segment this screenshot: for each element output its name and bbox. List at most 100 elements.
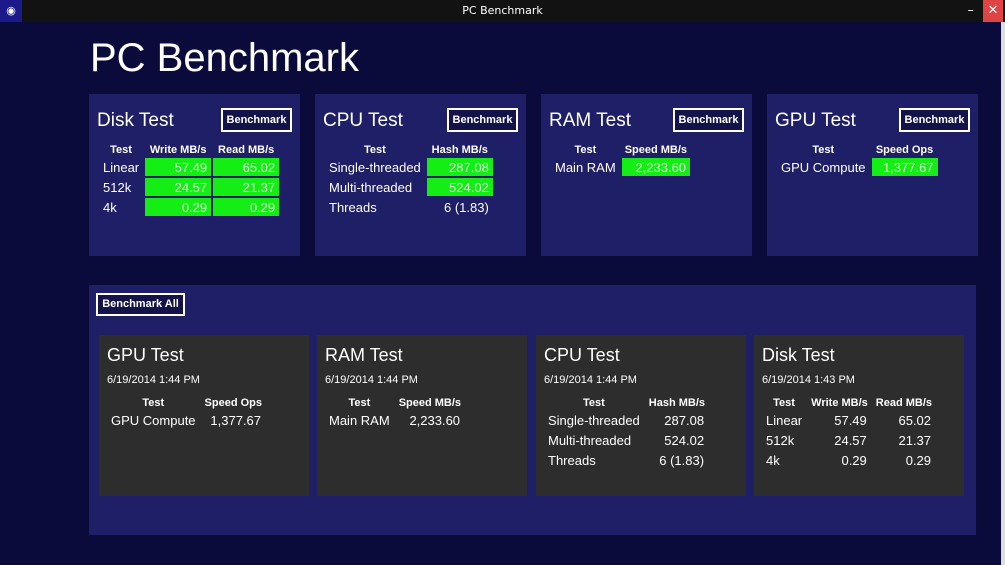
card-title: GPU Test [775,110,856,131]
table-row: 512k 24.57 21.37 [762,431,935,449]
column-header: Test [812,144,835,156]
results-table: Test Speed MB/s Main RAM 2,233.60 [549,142,692,178]
disk-test-result-card[interactable]: Disk Test 6/19/2014 1:43 PM Test Write MB… [754,335,964,496]
column-header: Hash MB/s [431,144,488,156]
test-name: 4k [766,452,780,468]
result-title: Disk Test [762,345,835,365]
result-date: 6/19/2014 1:44 PM [107,374,200,386]
table-row: Threads 6 (1.83) [544,451,708,469]
ram-test-card: RAM Test Benchmark Test Speed MB/s Main RA… [541,94,752,256]
test-value: 57.49 [834,412,867,428]
ram-test-benchmark-button[interactable]: Benchmark [673,108,744,132]
table-row: Main RAM 2,233.60 [325,411,464,429]
results-table: Test Speed Ops GPU Compute 1,377.67 [105,395,267,431]
table-row: Linear 57.49 65.02 [99,158,280,176]
eye-icon[interactable]: ◉ [0,0,22,22]
test-name: 512k [103,179,132,195]
test-name: Linear [766,412,803,428]
column-header: Write MB/s [149,144,207,156]
test-name: Linear [103,159,140,175]
test-value: 1,377.67 [210,412,262,428]
ram-test-result-card[interactable]: RAM Test 6/19/2014 1:44 PM Test Speed MB/… [317,335,527,496]
column-header: Test [110,144,132,156]
table-row: Single-threaded 287.08 [544,411,708,429]
history-panel: Benchmark All GPU Test 6/19/2014 1:44 PM… [89,285,976,535]
result-title: RAM Test [325,345,403,365]
result-title: GPU Test [107,345,184,365]
card-title: RAM Test [549,110,632,131]
test-value: 0.29 [145,198,212,216]
test-value: 2,233.60 [621,158,691,176]
result-title: CPU Test [544,345,620,365]
test-value: 65.02 [213,158,280,176]
test-value: 21.37 [213,178,280,196]
column-header: Test [142,397,165,409]
column-header: Test [773,397,795,409]
gpu-test-card: GPU Test Benchmark Test Speed Ops GPU Comp… [767,94,978,256]
column-header: Read MB/s [875,397,933,409]
benchmark-all-button[interactable]: Benchmark All [96,293,185,316]
test-name: Multi-threaded [548,432,632,448]
table-row: 4k 0.29 0.29 [99,198,280,216]
test-name: Single-threaded [329,159,421,175]
column-header: Read MB/s [218,144,275,156]
card-title: Disk Test [97,110,174,131]
test-value: 524.02 [664,432,705,448]
title-bar: ◉ PC Benchmark – ✕ [0,0,1005,22]
scrollbar[interactable] [1001,22,1005,565]
test-name: GPU Compute [111,412,196,428]
page-title: PC Benchmark [90,36,359,80]
test-value: 6 (1.83) [659,452,705,468]
cpu-test-benchmark-button[interactable]: Benchmark [447,108,518,132]
table-row: 512k 24.57 21.37 [99,178,280,196]
results-table: Test Speed MB/s Main RAM 2,233.60 [323,395,466,431]
cpu-test-result-card[interactable]: CPU Test 6/19/2014 1:44 PM Test Hash MB/s… [536,335,746,496]
card-title: CPU Test [323,110,403,131]
gpu-test-benchmark-button[interactable]: Benchmark [899,108,970,132]
test-name: Main RAM [555,159,616,175]
column-header: Test [363,144,386,156]
test-value: 287.08 [664,412,705,428]
table-row: Threads 6 (1.83) [325,198,493,216]
column-header: Test [574,144,597,156]
disk-test-benchmark-button[interactable]: Benchmark [221,108,292,132]
close-button[interactable]: ✕ [983,0,1003,22]
test-value: 0.29 [841,452,867,468]
test-value: 24.57 [834,432,867,448]
test-name: 4k [103,199,117,215]
table-row: 4k 0.29 0.29 [762,451,935,469]
test-value: 287.08 [426,158,493,176]
test-value: 2,233.60 [409,412,461,428]
disk-test-card: Disk Test Benchmark Test Write MB/s Read M… [89,94,300,256]
column-header: Test [582,397,605,409]
table-row: GPU Compute 1,377.67 [777,158,938,176]
test-value: 0.29 [905,452,932,468]
column-header: Speed Ops [204,397,263,409]
test-value: 57.49 [145,158,212,176]
window-title: PC Benchmark [462,4,543,17]
minimize-button[interactable]: – [967,3,974,17]
test-value: 21.37 [898,432,932,448]
results-table: Test Write MB/s Read MB/s Linear 57.49 65.02 5… [760,395,937,471]
test-name: GPU Compute [781,159,866,175]
test-value: 6 (1.83) [443,199,489,215]
column-header: Hash MB/s [648,397,706,409]
column-header: Speed Ops [875,144,934,156]
table-row: Single-threaded 287.08 [325,158,493,176]
table-row: Multi-threaded 524.02 [325,178,493,196]
results-table: Test Hash MB/s Single-threaded 287.08 Multi-… [542,395,710,471]
results-table: Test Hash MB/s Single-threaded 287.08 Multi-… [323,142,495,218]
test-value: 524.02 [426,178,493,196]
test-name: Single-threaded [548,412,640,428]
result-date: 6/19/2014 1:44 PM [544,374,637,386]
result-date: 6/19/2014 1:43 PM [762,374,855,386]
test-name: Threads [548,452,596,468]
column-header: Write MB/s [811,397,868,409]
cpu-test-card: CPU Test Benchmark Test Hash MB/s Single-t… [315,94,526,256]
results-table: Test Write MB/s Read MB/s Linear 57.49 65.02 5… [97,142,281,218]
table-row: GPU Compute 1,377.67 [107,411,265,429]
result-date: 6/19/2014 1:44 PM [325,374,418,386]
gpu-test-result-card[interactable]: GPU Test 6/19/2014 1:44 PM Test Speed Ops… [99,335,309,496]
test-name: Threads [329,199,377,215]
test-value: 1,377.67 [871,158,938,176]
